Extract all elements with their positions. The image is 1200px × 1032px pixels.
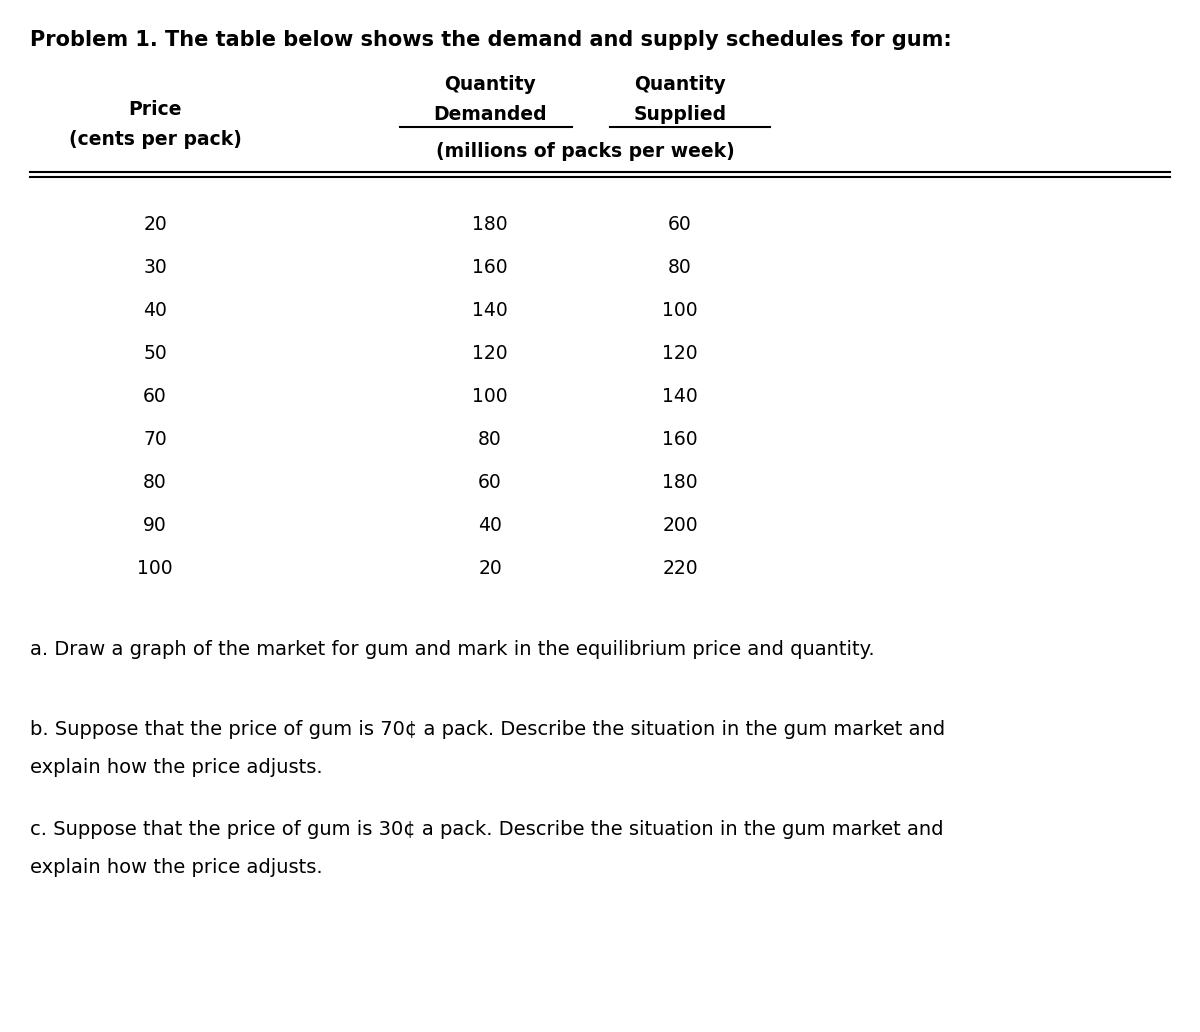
Text: 200: 200 <box>662 516 698 535</box>
Text: 50: 50 <box>143 344 167 363</box>
Text: 80: 80 <box>478 430 502 449</box>
Text: 120: 120 <box>472 344 508 363</box>
Text: 20: 20 <box>143 215 167 234</box>
Text: 90: 90 <box>143 516 167 535</box>
Text: 220: 220 <box>662 559 698 578</box>
Text: 160: 160 <box>472 258 508 277</box>
Text: 100: 100 <box>472 387 508 406</box>
Text: 70: 70 <box>143 430 167 449</box>
Text: 120: 120 <box>662 344 698 363</box>
Text: Quantity: Quantity <box>444 75 536 94</box>
Text: Price: Price <box>128 100 181 119</box>
Text: 140: 140 <box>662 387 698 406</box>
Text: 60: 60 <box>143 387 167 406</box>
Text: explain how the price adjusts.: explain how the price adjusts. <box>30 858 323 877</box>
Text: 30: 30 <box>143 258 167 277</box>
Text: 160: 160 <box>662 430 698 449</box>
Text: 20: 20 <box>478 559 502 578</box>
Text: 180: 180 <box>662 473 698 492</box>
Text: 80: 80 <box>668 258 692 277</box>
Text: Supplied: Supplied <box>634 105 726 124</box>
Text: Demanded: Demanded <box>433 105 547 124</box>
Text: 100: 100 <box>137 559 173 578</box>
Text: 180: 180 <box>472 215 508 234</box>
Text: 80: 80 <box>143 473 167 492</box>
Text: (cents per pack): (cents per pack) <box>68 130 241 149</box>
Text: 140: 140 <box>472 301 508 320</box>
Text: b. Suppose that the price of gum is 70¢ a pack. Describe the situation in the gu: b. Suppose that the price of gum is 70¢ … <box>30 720 946 739</box>
Text: Quantity: Quantity <box>634 75 726 94</box>
Text: 60: 60 <box>478 473 502 492</box>
Text: Problem 1. The table below shows the demand and supply schedules for gum:: Problem 1. The table below shows the dem… <box>30 30 952 50</box>
Text: c. Suppose that the price of gum is 30¢ a pack. Describe the situation in the gu: c. Suppose that the price of gum is 30¢ … <box>30 820 943 839</box>
Text: (millions of packs per week): (millions of packs per week) <box>436 142 734 161</box>
Text: 60: 60 <box>668 215 692 234</box>
Text: 40: 40 <box>478 516 502 535</box>
Text: 100: 100 <box>662 301 698 320</box>
Text: explain how the price adjusts.: explain how the price adjusts. <box>30 757 323 777</box>
Text: a. Draw a graph of the market for gum and mark in the equilibrium price and quan: a. Draw a graph of the market for gum an… <box>30 640 875 659</box>
Text: 40: 40 <box>143 301 167 320</box>
